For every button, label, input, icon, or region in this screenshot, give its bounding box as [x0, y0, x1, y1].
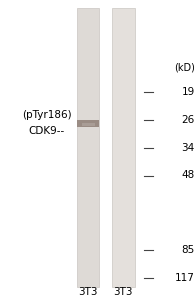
Bar	[82, 123, 95, 126]
Text: 26: 26	[181, 115, 195, 125]
Text: 3T3: 3T3	[78, 286, 98, 297]
Text: 117: 117	[175, 273, 195, 284]
Text: 48: 48	[181, 170, 195, 181]
Text: CDK9--: CDK9--	[29, 125, 65, 136]
Bar	[112, 8, 135, 287]
Text: (kD): (kD)	[174, 62, 195, 73]
Bar	[77, 8, 99, 287]
Text: 85: 85	[181, 244, 195, 255]
Text: (pTyr186): (pTyr186)	[22, 110, 72, 121]
Text: 19: 19	[181, 87, 195, 98]
Text: 34: 34	[181, 142, 195, 153]
Bar	[77, 120, 99, 127]
Text: 3T3: 3T3	[113, 286, 133, 297]
